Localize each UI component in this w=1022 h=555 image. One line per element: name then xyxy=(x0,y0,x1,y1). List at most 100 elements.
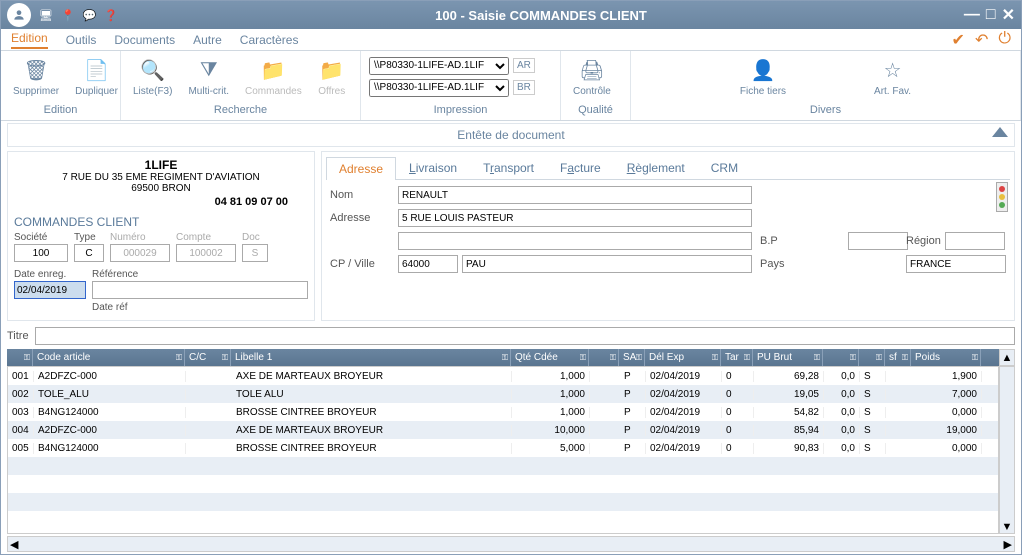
toolbar: 🗑Supprimer 📄Dupliquer Edition 🔍Liste(F3)… xyxy=(1,51,1021,121)
scroll-horiz[interactable]: ◀▶ xyxy=(7,536,1015,552)
chat-icon[interactable]: 💬 xyxy=(83,9,97,22)
grid-header-3[interactable]: Libelle 1⚿ xyxy=(231,349,511,366)
multicrit-button[interactable]: ⧩Multi-crit. xyxy=(184,54,233,99)
left-panel: 1LIFE 7 RUE DU 35 EME REGIMENT D'AVIATIO… xyxy=(7,151,315,321)
scroll-up[interactable]: ▲ xyxy=(999,349,1015,366)
tab-transport[interactable]: Transport xyxy=(470,156,547,179)
adresse2-input[interactable] xyxy=(398,232,752,250)
doc-input[interactable] xyxy=(242,244,268,262)
grid-header: ⚿Code article⚿C/C⚿Libelle 1⚿Qté Cdée⚿⚿SA… xyxy=(7,349,999,366)
company-phone: 04 81 09 07 00 xyxy=(14,196,308,208)
tab-adresse[interactable]: Adresse xyxy=(326,157,396,180)
pays-input[interactable] xyxy=(906,255,1006,273)
grid-header-4[interactable]: Qté Cdée⚿ xyxy=(511,349,589,366)
section-entete: Entête de document xyxy=(7,123,1015,147)
supprimer-button[interactable]: 🗑Supprimer xyxy=(9,54,63,99)
grid-header-5[interactable]: ⚿ xyxy=(589,349,619,366)
tab-facture[interactable]: Facture xyxy=(547,156,614,179)
traffic-red xyxy=(999,186,1005,192)
ar-print-icon[interactable]: AR xyxy=(513,58,535,73)
region-input[interactable] xyxy=(945,232,1005,250)
group-recherche-label: Recherche xyxy=(121,102,360,120)
titre-row: Titre xyxy=(7,327,1015,345)
fichetiers-button[interactable]: 👤Fiche tiers xyxy=(736,54,790,99)
br-print-icon[interactable]: BR xyxy=(513,80,535,95)
copy-icon: 📄 xyxy=(83,56,111,84)
menu-edition[interactable]: Edition xyxy=(11,31,48,49)
close-button[interactable]: ✕ xyxy=(1002,5,1015,25)
company-addr2: 69500 BRON xyxy=(14,183,308,194)
table-row[interactable]: 003B4NG124000BROSSE CINTREE BROYEUR1,000… xyxy=(8,403,998,421)
company-name: 1LIFE xyxy=(14,158,308,172)
grid-header-1[interactable]: Code article⚿ xyxy=(33,349,185,366)
cp-input[interactable] xyxy=(398,255,458,273)
printer2-select[interactable]: \\P80330-1LIFE-AD.1LIF xyxy=(369,79,509,97)
folder-icon: 📁 xyxy=(259,56,287,84)
ville-input[interactable] xyxy=(462,255,752,273)
grid-header-0[interactable]: ⚿ xyxy=(7,349,33,366)
help-icon[interactable]: ❓ xyxy=(104,9,118,22)
tab-crm[interactable]: CRM xyxy=(698,156,751,179)
maximize-button[interactable]: □ xyxy=(986,6,996,24)
nom-input[interactable] xyxy=(398,186,752,204)
controle-button[interactable]: 🖨Contrôle xyxy=(569,54,615,99)
grid-body[interactable]: 001A2DFZC-000AXE DE MARTEAUX BROYEUR1,00… xyxy=(7,366,999,534)
grid-header-6[interactable]: SA⚿ xyxy=(619,349,645,366)
grid-header-11[interactable]: ⚿ xyxy=(859,349,885,366)
table-row[interactable]: 002TOLE_ALUTOLE ALU1,000P02/04/2019019,0… xyxy=(8,385,998,403)
menu-documents[interactable]: Documents xyxy=(114,33,175,47)
traffic-light xyxy=(996,182,1008,212)
pin-icon[interactable]: 📍 xyxy=(61,9,75,22)
monitor-icon[interactable]: 🖥 xyxy=(39,9,53,22)
menu-caracteres[interactable]: Caractères xyxy=(240,33,299,47)
artfav-button[interactable]: ☆Art. Fav. xyxy=(870,54,915,99)
company-block: 1LIFE 7 RUE DU 35 EME REGIMENT D'AVIATIO… xyxy=(14,158,308,208)
bp-input[interactable] xyxy=(848,232,908,250)
undo-icon[interactable]: ↶ xyxy=(975,30,988,50)
printer1-select[interactable]: \\P80330-1LIFE-AD.1LIF xyxy=(369,57,509,75)
table-row-empty[interactable] xyxy=(8,457,998,475)
reference-input[interactable] xyxy=(92,281,308,299)
compte-input[interactable] xyxy=(176,244,236,262)
tab-reglement[interactable]: Règlement xyxy=(614,156,698,179)
commandes-button[interactable]: 📁Commandes xyxy=(241,54,306,99)
avatar-icon[interactable] xyxy=(7,3,31,27)
minimize-button[interactable]: — xyxy=(964,6,980,24)
check-icon[interactable]: ✔ xyxy=(952,30,965,50)
table-row[interactable]: 001A2DFZC-000AXE DE MARTEAUX BROYEUR1,00… xyxy=(8,367,998,385)
grid-header-8[interactable]: Tar⚿ xyxy=(721,349,753,366)
scroll-vert[interactable]: ▼ xyxy=(999,366,1015,534)
grid-header-7[interactable]: Dél Exp⚿ xyxy=(645,349,721,366)
grid-header-12[interactable]: sf⚿ xyxy=(885,349,911,366)
table-row-empty[interactable] xyxy=(8,475,998,493)
menu-autre[interactable]: Autre xyxy=(193,33,222,47)
titre-input[interactable] xyxy=(35,327,1015,345)
grid-header-9[interactable]: PU Brut⚿ xyxy=(753,349,823,366)
tab-livraison[interactable]: Livraison xyxy=(396,156,470,179)
numero-input[interactable] xyxy=(110,244,170,262)
trash-icon: 🗑 xyxy=(22,56,50,84)
address-form: Nom Adresse B.P Région CP / Ville Pays xyxy=(326,180,1010,279)
traffic-green xyxy=(999,202,1005,208)
dupliquer-button[interactable]: 📄Dupliquer xyxy=(71,54,122,99)
person-icon: 👤 xyxy=(749,56,777,84)
grid-header-10[interactable]: ⚿ xyxy=(823,349,859,366)
grid-header-2[interactable]: C/C⚿ xyxy=(185,349,231,366)
societe-input[interactable] xyxy=(14,244,68,262)
titre-label: Titre xyxy=(7,330,29,342)
date-enreg-input[interactable] xyxy=(14,281,86,299)
table-row[interactable]: 005B4NG124000BROSSE CINTREE BROYEUR5,000… xyxy=(8,439,998,457)
grid-header-13[interactable]: Poids⚿ xyxy=(911,349,981,366)
liste-button[interactable]: 🔍Liste(F3) xyxy=(129,54,176,99)
search-icon: 🔍 xyxy=(139,56,167,84)
folder2-icon: 📁 xyxy=(318,56,346,84)
collapse-icon[interactable] xyxy=(992,127,1008,137)
table-row-empty[interactable] xyxy=(8,493,998,511)
offres-button[interactable]: 📁Offres xyxy=(314,54,350,99)
menu-outils[interactable]: Outils xyxy=(66,33,97,47)
adresse1-input[interactable] xyxy=(398,209,752,227)
table-row[interactable]: 004A2DFZC-000AXE DE MARTEAUX BROYEUR10,0… xyxy=(8,421,998,439)
power-icon[interactable]: ⏻ xyxy=(998,30,1011,50)
type-input[interactable] xyxy=(74,244,104,262)
company-addr1: 7 RUE DU 35 EME REGIMENT D'AVIATION xyxy=(14,172,308,183)
